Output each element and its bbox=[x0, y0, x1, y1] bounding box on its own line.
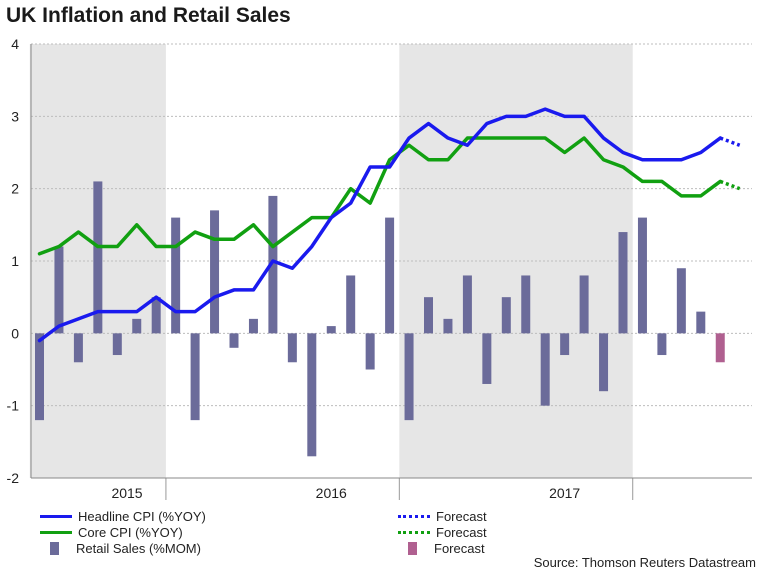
retail-bar bbox=[579, 275, 589, 334]
retail-bar bbox=[482, 333, 492, 384]
retail-bar bbox=[443, 318, 453, 334]
retail-bar bbox=[501, 297, 511, 334]
retail-bar bbox=[132, 318, 142, 334]
retail-bar bbox=[54, 246, 64, 334]
y-tick-label: -1 bbox=[7, 398, 20, 414]
retail-bar bbox=[365, 333, 375, 370]
y-tick-label: 4 bbox=[11, 36, 19, 52]
retail-bar bbox=[618, 232, 628, 334]
source-note: Source: Thomson Reuters Datastream bbox=[533, 555, 756, 570]
retail-bar bbox=[287, 333, 297, 363]
retail-forecast-bar bbox=[715, 333, 725, 363]
retail-bar bbox=[248, 318, 258, 334]
retail-bar bbox=[560, 333, 570, 356]
core-cpi-forecast-line bbox=[719, 179, 741, 191]
retail-bar bbox=[307, 333, 317, 457]
retail-bar bbox=[676, 268, 686, 334]
y-tick-label: 3 bbox=[11, 108, 19, 124]
y-tick-label: 0 bbox=[11, 325, 19, 341]
retail-bar bbox=[424, 297, 433, 334]
retail-bar bbox=[521, 275, 531, 334]
retail-bar bbox=[171, 217, 181, 334]
retail-bar bbox=[462, 275, 472, 334]
retail-bar bbox=[346, 275, 356, 334]
retail-bar bbox=[35, 333, 44, 421]
core-cpi-line bbox=[37, 136, 722, 256]
retail-bar bbox=[268, 195, 278, 334]
headline-cpi-line bbox=[37, 107, 722, 343]
retail-bar bbox=[112, 333, 122, 356]
retail-bar bbox=[599, 333, 609, 392]
retail-bar bbox=[696, 311, 706, 334]
x-year-label: 2017 bbox=[549, 485, 580, 501]
retail-bar bbox=[637, 217, 647, 334]
x-year-label: 2015 bbox=[111, 485, 142, 501]
retail-bar bbox=[657, 333, 667, 356]
retail-bar bbox=[540, 333, 550, 406]
retail-bar bbox=[190, 333, 200, 421]
retail-bar bbox=[73, 333, 83, 363]
y-tick-label: 1 bbox=[11, 253, 19, 269]
y-tick-label: -2 bbox=[7, 470, 20, 486]
retail-bar bbox=[404, 333, 414, 421]
retail-bar bbox=[151, 297, 161, 334]
y-tick-label: 2 bbox=[11, 181, 19, 197]
x-year-label: 2016 bbox=[316, 485, 347, 501]
retail-bar bbox=[385, 217, 395, 334]
retail-bar bbox=[93, 181, 103, 334]
retail-bar bbox=[229, 333, 239, 348]
retail-bar bbox=[326, 326, 336, 334]
chart-title: UK Inflation and Retail Sales bbox=[6, 4, 291, 27]
headline-cpi-forecast-line bbox=[719, 136, 741, 147]
retail-bar bbox=[210, 210, 220, 334]
